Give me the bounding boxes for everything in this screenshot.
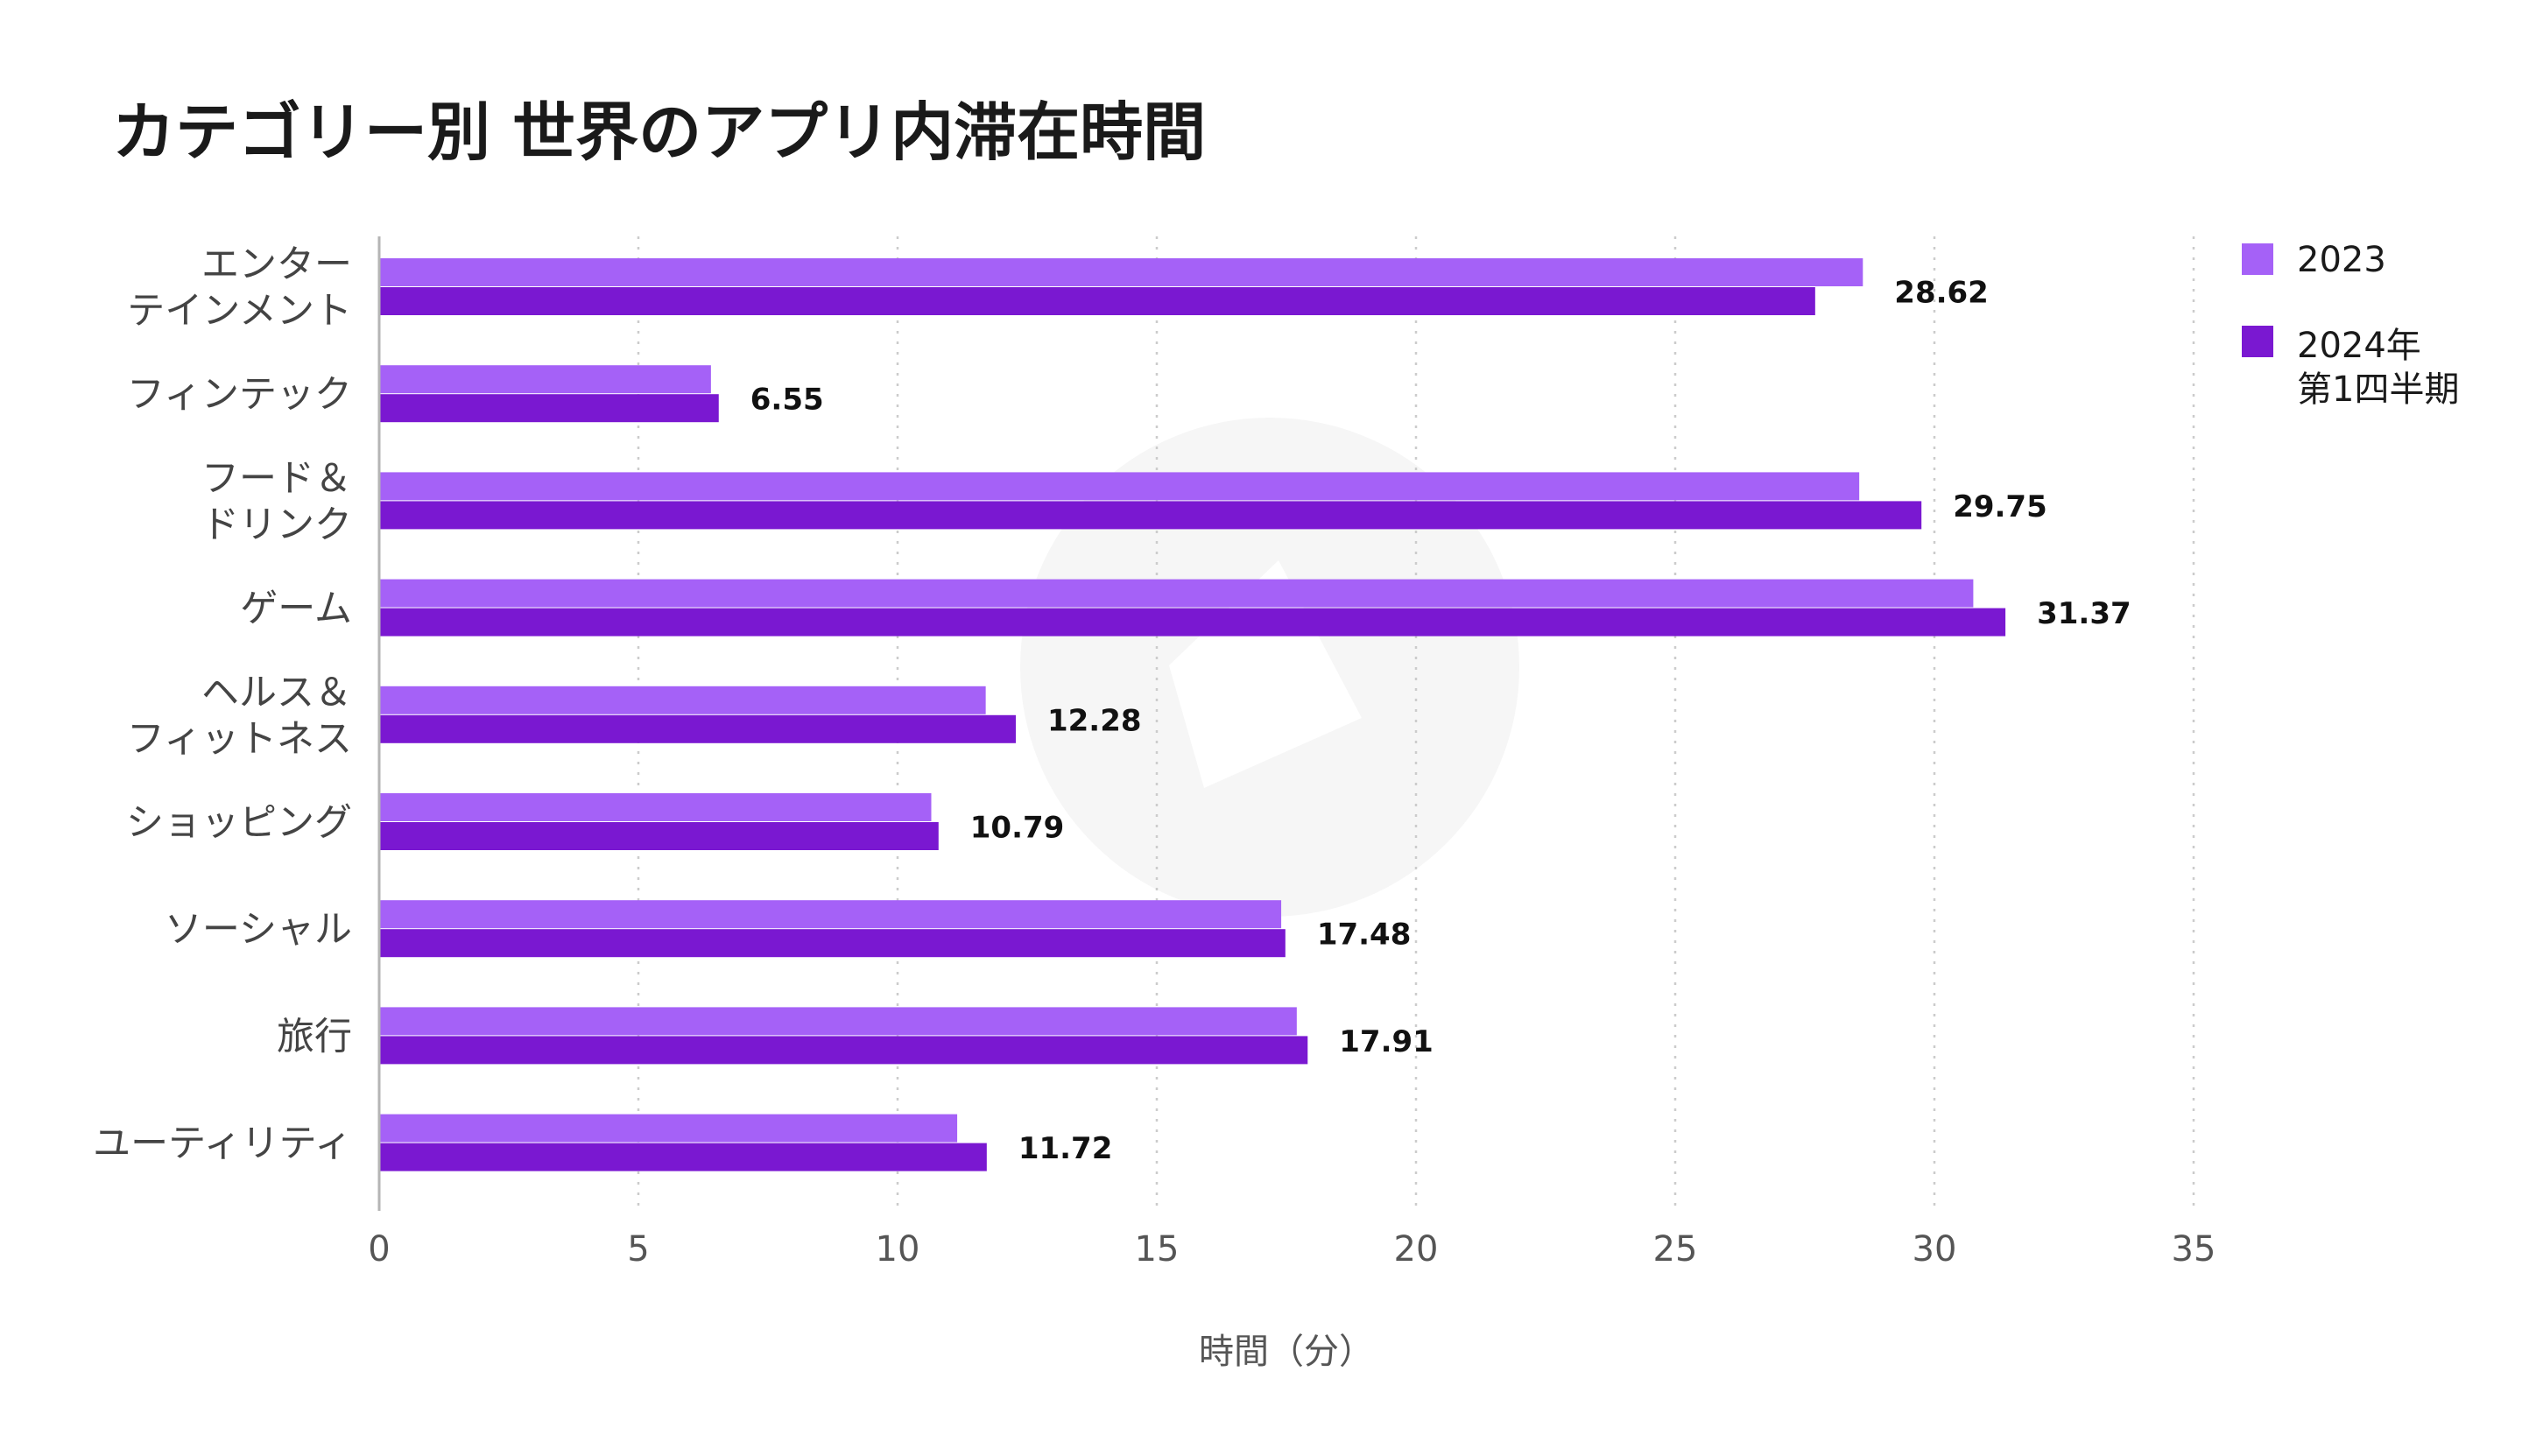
x-tick-label: 20	[1394, 1229, 1439, 1270]
category-label: ユーティリティ	[93, 1122, 352, 1166]
legend-label-2024q1: 第1四半期	[2297, 369, 2459, 410]
watermark-logo-mark	[1169, 560, 1362, 788]
bar-2023	[380, 472, 1860, 501]
category-label: ソーシャル	[165, 908, 352, 952]
axes: 0 5 10 15 20 25 30 35 時間（分）	[368, 236, 2216, 1372]
value-label: 6.55	[750, 383, 824, 418]
value-label: 11.72	[1018, 1131, 1113, 1166]
bar-2024q1	[380, 822, 939, 850]
legend-swatch-2024q1	[2242, 326, 2273, 357]
category-label: 旅行	[277, 1015, 352, 1059]
bar-2023	[380, 1114, 958, 1143]
bar-2024q1	[380, 1036, 1308, 1065]
category-label: ドリンク	[201, 503, 352, 547]
bar-2023	[380, 1007, 1297, 1036]
category-label: フード＆	[201, 457, 352, 501]
value-label: 28.62	[1894, 276, 1989, 311]
x-tick-label: 30	[1913, 1229, 1957, 1270]
value-label: 17.48	[1317, 918, 1412, 953]
category-label: ショッピング	[126, 801, 352, 845]
bar-2023	[380, 793, 932, 821]
category-label: フィンテック	[127, 373, 352, 417]
bar-2023	[380, 686, 986, 714]
bar-2024q1	[380, 1143, 987, 1171]
legend-label-2023: 2023	[2297, 240, 2386, 280]
bar-2024q1	[380, 608, 2006, 637]
bar-2023	[380, 365, 711, 394]
category-label: エンター	[201, 243, 352, 287]
value-label: 29.75	[1953, 489, 2047, 524]
bar-2023	[380, 579, 1974, 608]
legend-label-2024q1: 2024年	[2297, 326, 2421, 366]
x-tick-label: 0	[368, 1229, 390, 1270]
category-label: テインメント	[127, 290, 352, 334]
bar-2023	[380, 258, 1863, 286]
x-tick-label: 35	[2172, 1229, 2216, 1270]
value-label: 12.28	[1047, 703, 1142, 738]
x-tick-label: 5	[627, 1229, 649, 1270]
category-label: ヘルス＆	[201, 671, 352, 714]
category-label: フィットネス	[127, 717, 352, 761]
bar-2024q1	[380, 287, 1815, 315]
chart-title: カテゴリー別 世界のアプリ内滞在時間	[112, 95, 1207, 169]
value-label: 31.37	[2037, 596, 2131, 631]
bar-2024q1	[380, 394, 719, 423]
x-axis-title: 時間（分）	[1199, 1332, 1374, 1372]
labels: 28.62 6.55 29.75 31.37 12.28 10.79 17.48 17.91 1…	[93, 243, 2131, 1167]
bar-2024q1	[380, 714, 1016, 743]
bar-2024q1	[380, 501, 1922, 530]
bars	[380, 258, 2006, 1171]
value-label: 17.91	[1339, 1024, 1434, 1059]
x-tick-label: 10	[876, 1229, 920, 1270]
category-label: ゲーム	[240, 587, 352, 631]
value-label: 10.79	[970, 811, 1065, 846]
legend-swatch-2023	[2242, 243, 2273, 275]
x-tick-label: 25	[1653, 1229, 1698, 1270]
x-tick-label: 15	[1135, 1229, 1180, 1270]
bar-2024q1	[380, 929, 1286, 958]
bar-2023	[380, 900, 1282, 929]
